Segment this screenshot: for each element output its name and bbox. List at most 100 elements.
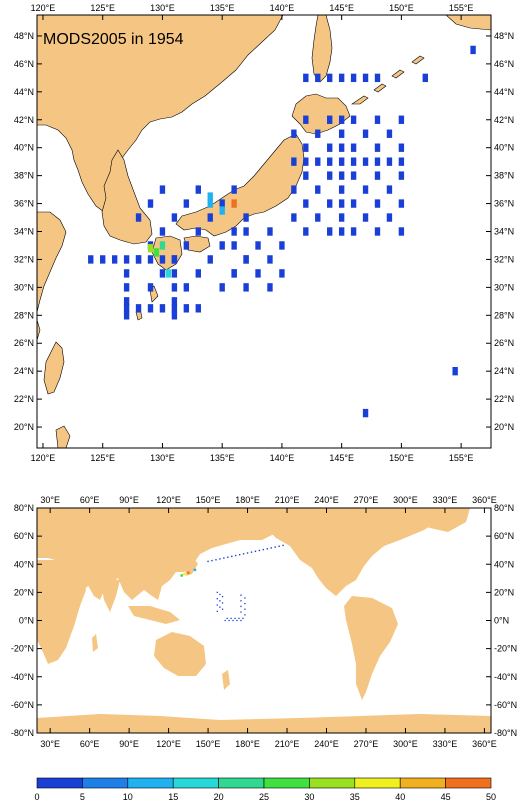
top-lon-label-top: 125°E [90, 3, 115, 13]
bottom-lat-label-right: -20°N [494, 644, 517, 654]
obs-cell [147, 304, 154, 313]
bottom-lat-label-left: 80°N [14, 503, 34, 513]
obs-cell [231, 555, 233, 558]
obs-cell [327, 157, 333, 166]
bottom-lon-label-bottom: 30°E [40, 739, 60, 749]
obs-cell [195, 185, 201, 194]
top-lat-label-right: 22°N [494, 394, 514, 404]
indonesia-shape [128, 606, 180, 624]
obs-cell [219, 199, 225, 208]
top-lat-label-left: 30°N [14, 282, 34, 292]
obs-cell [183, 304, 190, 313]
obs-cell [338, 157, 345, 166]
obs-cell [195, 227, 201, 236]
bottom-lat-label-left: -20°N [11, 644, 34, 654]
obs-cell [180, 574, 184, 577]
obs-cell [338, 227, 345, 236]
obs-cell [207, 560, 209, 563]
obs-cell [350, 115, 357, 124]
obs-cell [243, 283, 249, 292]
top-lat-label-left: 40°N [14, 143, 34, 153]
top-lat-label-left: 24°N [14, 366, 34, 376]
obs-cell [338, 213, 345, 222]
obs-cell [159, 269, 166, 278]
obs-cell [231, 269, 237, 278]
top-lat-label-left: 28°N [14, 310, 34, 320]
obs-cell [350, 73, 357, 83]
obs-cell [279, 241, 285, 250]
obs-cell [386, 157, 393, 166]
obs-cell [470, 45, 476, 55]
obs-cell [243, 255, 249, 264]
obs-cell [219, 600, 221, 602]
bottom-lon-label-bottom: 90°E [119, 739, 139, 749]
bottom-lat-label-right: -80°N [494, 728, 517, 738]
obs-cell [266, 548, 268, 550]
obs-cell [207, 213, 213, 222]
obs-cell [235, 554, 237, 557]
bottom-lat-label-left: -60°N [11, 700, 34, 710]
top-lat-label-left: 22°N [14, 394, 34, 404]
obs-cell [362, 213, 369, 222]
obs-cell [315, 73, 321, 83]
colorbar-label: 30 [304, 792, 314, 802]
obs-cell [111, 255, 118, 264]
obs-cell [327, 227, 333, 236]
obs-cell [243, 213, 249, 222]
obs-cell [398, 227, 405, 236]
bottom-lon-label-top: 60°E [80, 495, 100, 505]
colorbar-label: 45 [441, 792, 451, 802]
obs-cell [303, 115, 309, 124]
obs-cell [123, 269, 130, 278]
obs-cell [274, 546, 276, 548]
obs-cell [338, 129, 345, 138]
obs-cell [255, 241, 261, 250]
obs-cell [362, 73, 369, 83]
bottom-lon-label-bottom: 210°E [275, 739, 300, 749]
obs-cell [221, 602, 224, 604]
obs-cell [219, 206, 225, 215]
obs-cell [171, 269, 178, 278]
colorbar-label: 25 [259, 792, 269, 802]
obs-cell [374, 73, 381, 83]
bottom-observation-cells [180, 544, 284, 622]
obs-cell [100, 255, 106, 264]
obs-cell [350, 143, 357, 152]
obs-cell [244, 608, 246, 610]
top-lat-label-right: 24°N [494, 366, 514, 376]
top-lat-label-right: 26°N [494, 338, 514, 348]
bottom-lon-label-top: 360°E [472, 495, 497, 505]
arabia-shape [62, 564, 90, 594]
bottom-lon-label-bottom: 60°E [80, 739, 100, 749]
obs-cell [374, 227, 381, 236]
bottom-lon-label-top: 120°E [156, 495, 181, 505]
obs-cell [398, 199, 405, 208]
sakhalin-shape [311, 15, 333, 83]
bottom-lon-label-top: 240°E [314, 495, 339, 505]
top-lon-label-top: 140°E [270, 3, 295, 13]
colorbar-swatch [445, 777, 492, 789]
madagascar-shape [92, 634, 98, 652]
obs-cell [211, 559, 213, 562]
obs-cell [219, 606, 221, 608]
obs-cell [244, 614, 246, 616]
bottom-lon-label-bottom: 330°E [433, 739, 458, 749]
top-lat-label-right: 30°N [494, 282, 514, 292]
colorbar-swatch [172, 777, 219, 789]
top-lon-label-top: 155°E [449, 3, 474, 13]
top-lon-label-top: 135°E [210, 3, 235, 13]
obs-cell [238, 553, 241, 556]
obs-cell [123, 304, 130, 313]
top-observation-cells [88, 45, 476, 418]
obs-cell [207, 255, 213, 264]
obs-cell [231, 227, 237, 236]
obs-cell [315, 213, 321, 222]
south-america-shape [344, 596, 398, 700]
obs-cell [183, 283, 190, 292]
top-lat-label-right: 44°N [494, 87, 514, 97]
obs-cell [240, 600, 242, 602]
obs-cell [338, 199, 345, 208]
map-title: MODS2005 in 1954 [43, 31, 184, 48]
obs-cell [452, 366, 458, 376]
obs-cell [187, 571, 190, 574]
